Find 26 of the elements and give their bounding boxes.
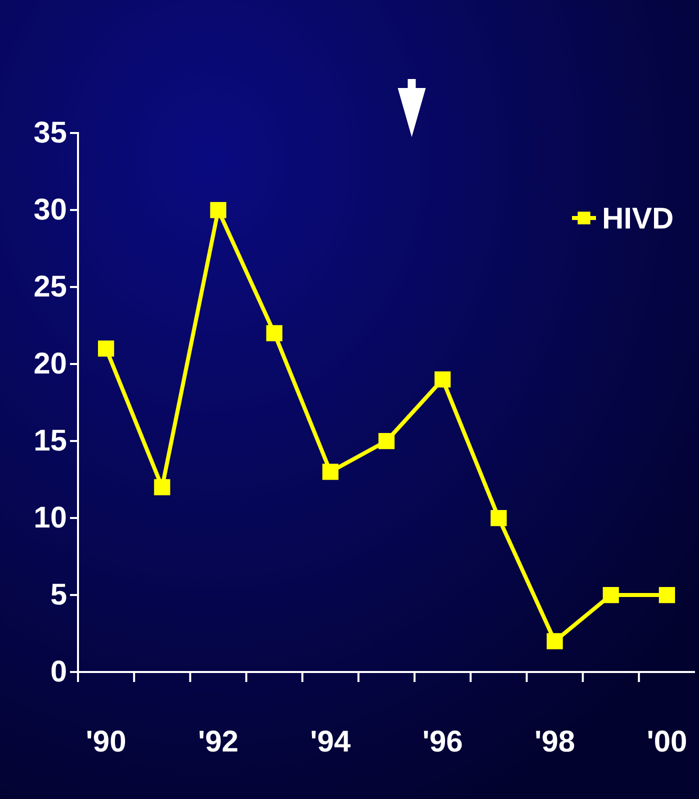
y-tick-label: 5 <box>50 578 67 612</box>
x-tick-label: '00 <box>646 725 688 758</box>
point <box>154 479 170 496</box>
y-tick-label: 25 <box>34 270 67 304</box>
point <box>490 510 507 526</box>
x-tick-label: '98 <box>534 725 576 758</box>
x-tick-label: '90 <box>86 725 126 758</box>
x-tick-label: '92 <box>198 725 238 758</box>
point <box>602 586 619 604</box>
point <box>210 202 226 218</box>
point <box>434 371 451 388</box>
legend-label: HIVD <box>602 202 674 236</box>
point <box>322 464 338 480</box>
point <box>378 432 395 450</box>
point <box>546 633 563 650</box>
y-tick-label: 10 <box>34 502 67 535</box>
x-tick-label: '94 <box>310 725 351 758</box>
point <box>266 325 282 342</box>
y-tick-label: 0 <box>50 656 67 689</box>
y-tick-label: 20 <box>34 348 67 381</box>
y-tick-label: 35 <box>34 116 67 150</box>
point <box>658 586 676 604</box>
y-tick-label: 15 <box>34 424 67 458</box>
point <box>98 340 114 357</box>
y-tick-label: 30 <box>34 194 67 227</box>
x-tick-label: '96 <box>422 725 463 758</box>
